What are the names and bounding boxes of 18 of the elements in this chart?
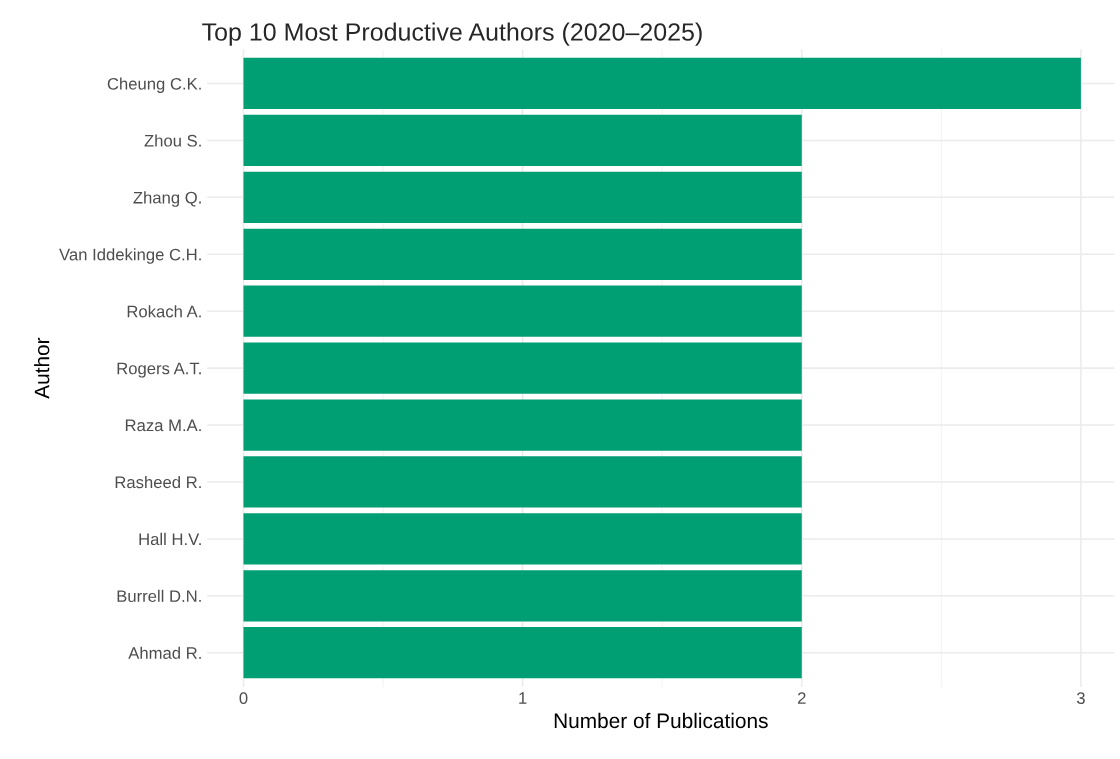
y-tick-label: Van Iddekinge C.H. <box>59 248 201 264</box>
y-tick-label: Burrell D.N. <box>117 589 201 603</box>
x-tick-label: 2 <box>797 692 806 704</box>
y-tick-label: Zhang Q. <box>133 191 201 207</box>
x-tick-label: 3 <box>1076 692 1085 704</box>
x-tick-label: 0 <box>239 692 248 704</box>
y-tick-label: Hall H.V. <box>139 532 201 546</box>
y-tick-label: Ahmad R. <box>128 646 201 659</box>
x-tick-label: 1 <box>519 692 527 704</box>
y-tick-label: Raza M.A. <box>125 419 201 432</box>
y-tick-label: Rasheed R. <box>115 475 201 489</box>
y-tick-label: Rogers A.T. <box>117 362 201 378</box>
y-tick-label: Rokach A. <box>127 305 201 318</box>
x-axis-title: Number of Publications <box>554 712 768 729</box>
y-tick-label: Zhou S. <box>144 134 201 147</box>
chart-title: Top 10 Most Productive Authors (2020–2025) <box>202 22 702 46</box>
y-axis-title: Author <box>34 337 50 399</box>
y-tick-label: Cheung C.K. <box>107 77 201 93</box>
